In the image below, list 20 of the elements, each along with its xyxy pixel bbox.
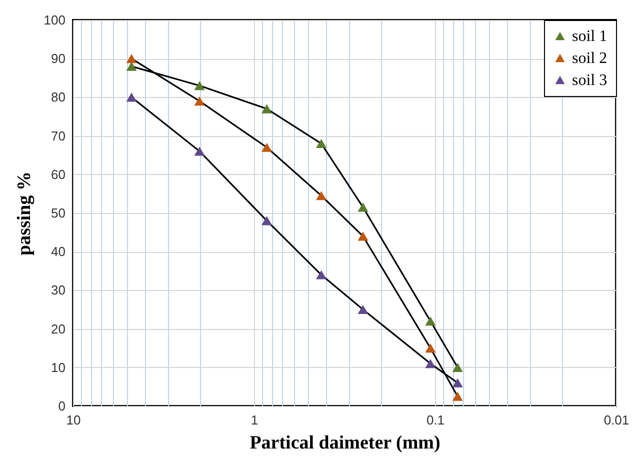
- legend-label: soil 1: [572, 28, 608, 45]
- y-tick-label: 100: [44, 12, 66, 28]
- y-tick-label: 10: [51, 360, 66, 375]
- x-tick-label: 1: [250, 412, 258, 428]
- x-tick-label: 0.01: [604, 412, 630, 428]
- y-tick-label: 20: [51, 321, 66, 336]
- x-tick-label: 10: [66, 412, 81, 428]
- x-tick-label: 0.1: [426, 412, 445, 428]
- legend-label: soil 3: [572, 72, 608, 89]
- y-tick-label: 50: [51, 206, 66, 220]
- legend-label: soil 2: [572, 50, 608, 67]
- y-tick-label: 60: [51, 166, 66, 182]
- y-tick-label: 0: [58, 398, 66, 414]
- y-tick-label: 70: [51, 128, 66, 144]
- y-axis-title: passing %: [14, 172, 35, 256]
- y-tick-label: 30: [51, 282, 66, 298]
- y-tick-label: 40: [51, 244, 66, 260]
- x-axis-title: Partical daimeter (mm): [250, 432, 440, 454]
- y-tick-label: 80: [51, 90, 66, 105]
- y-tick-label: 90: [51, 51, 66, 66]
